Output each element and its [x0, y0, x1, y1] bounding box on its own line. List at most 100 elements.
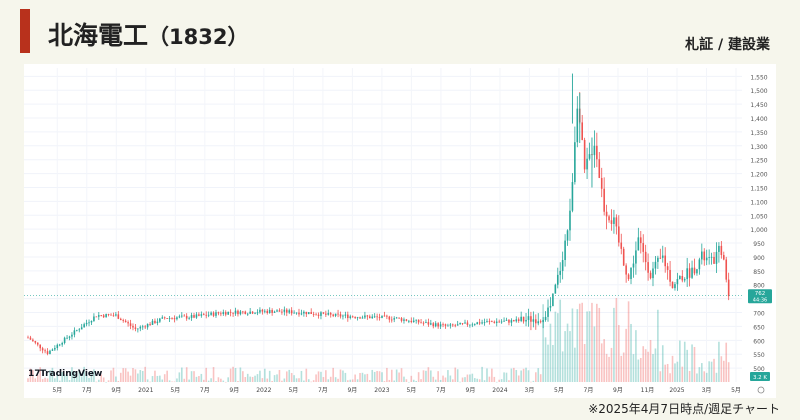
volume-bar: [395, 369, 398, 382]
candle-body: [349, 316, 352, 319]
tradingview-icon: 17: [28, 369, 41, 379]
chart-panel[interactable]: 5005506006507007508008509009501,0001,050…: [24, 64, 776, 398]
candle-body: [295, 312, 298, 314]
candle-body: [325, 313, 327, 315]
volume-bar: [222, 380, 225, 382]
candle-body: [188, 317, 190, 319]
volume-bar: [647, 351, 649, 382]
volume-bar: [34, 378, 37, 382]
candle-body: [134, 327, 137, 330]
volume-bar: [278, 369, 281, 382]
volume-bar: [688, 370, 691, 382]
candle-body: [659, 257, 662, 259]
volume-bar: [390, 369, 393, 382]
candle-body: [593, 145, 596, 156]
volume-bar: [591, 302, 593, 382]
candle-body: [154, 320, 156, 324]
volume-bar: [195, 376, 198, 382]
volume-bar: [141, 370, 144, 382]
time-tick-label: 5月: [288, 387, 298, 394]
candle-body: [722, 255, 725, 260]
volume-bar: [122, 368, 125, 382]
volume-bar: [315, 374, 317, 382]
volume-bar: [268, 370, 271, 382]
volume-bar: [156, 375, 159, 382]
candle-body: [85, 322, 88, 325]
candle-body: [442, 324, 444, 326]
volume-bar: [281, 380, 283, 382]
candle-body: [251, 311, 254, 314]
candle-body: [137, 328, 139, 330]
candle-body: [227, 311, 229, 315]
candle-body: [510, 320, 513, 323]
volume-bar: [605, 353, 608, 382]
candle-body: [288, 310, 291, 313]
candle-body: [417, 319, 420, 323]
volume-bar: [71, 367, 73, 382]
time-tick-label: 7月: [200, 387, 210, 394]
candle-body: [469, 324, 471, 326]
volume-bar: [598, 307, 601, 382]
volume-bar: [58, 380, 61, 382]
candle-body: [78, 329, 81, 331]
time-tick-label: 2025: [669, 387, 684, 394]
price-tick-label: 800: [753, 283, 765, 290]
candle-body: [359, 317, 361, 319]
candle-body: [151, 320, 154, 325]
candlestick-chart[interactable]: 5005506006507007508008509009501,0001,050…: [24, 64, 776, 398]
volume-bar: [220, 378, 222, 382]
candle-body: [83, 324, 85, 328]
candle-body: [556, 274, 559, 285]
volume-bar: [618, 325, 620, 382]
candle-body: [54, 348, 56, 350]
candle-body: [307, 312, 310, 315]
volume-bar: [188, 379, 190, 382]
volume-bar: [317, 371, 320, 382]
candle-body: [505, 319, 508, 321]
volume-bar: [39, 367, 42, 382]
volume-bar: [666, 363, 669, 382]
candle-body: [500, 321, 503, 323]
volume-badge: [750, 372, 770, 381]
volume-bar: [422, 370, 425, 382]
candle-body: [688, 268, 691, 278]
volume-bar: [456, 369, 459, 382]
candle-body: [491, 321, 493, 323]
volume-bar: [354, 374, 356, 382]
candle-body: [256, 312, 259, 314]
candle-body: [364, 315, 366, 318]
candle-body: [615, 217, 618, 227]
candle-body: [654, 261, 657, 269]
candle-body: [76, 329, 78, 331]
candle-body: [410, 320, 413, 322]
logo-text: TradingView: [40, 369, 103, 379]
volume-bar: [615, 297, 618, 382]
volume-bar: [198, 376, 200, 382]
volume-bar: [361, 372, 364, 382]
volume-bar: [132, 368, 134, 382]
volume-bar: [36, 374, 39, 382]
candle-body: [596, 145, 598, 160]
volume-bar: [290, 372, 293, 382]
volume-bar: [344, 372, 347, 382]
candle-body: [117, 314, 120, 319]
candle-body: [720, 245, 723, 256]
candle-body: [56, 344, 59, 349]
volume-bar: [696, 373, 698, 382]
volume-bar: [312, 380, 315, 382]
volume-bar: [76, 376, 78, 382]
volume-bar: [722, 360, 725, 382]
volume-bar: [620, 355, 623, 382]
time-tick-label: 7月: [584, 387, 594, 394]
volume-bar: [469, 374, 471, 382]
candle-body: [41, 348, 44, 351]
volume-bar: [85, 374, 88, 382]
volume-bar: [239, 367, 242, 382]
candle-body: [310, 312, 312, 314]
candle-body: [159, 318, 161, 322]
volume-bar: [366, 373, 369, 382]
candle-body: [539, 321, 542, 323]
volume-bar: [32, 370, 34, 382]
volume-bar: [718, 341, 720, 382]
volume-bar: [727, 362, 730, 382]
